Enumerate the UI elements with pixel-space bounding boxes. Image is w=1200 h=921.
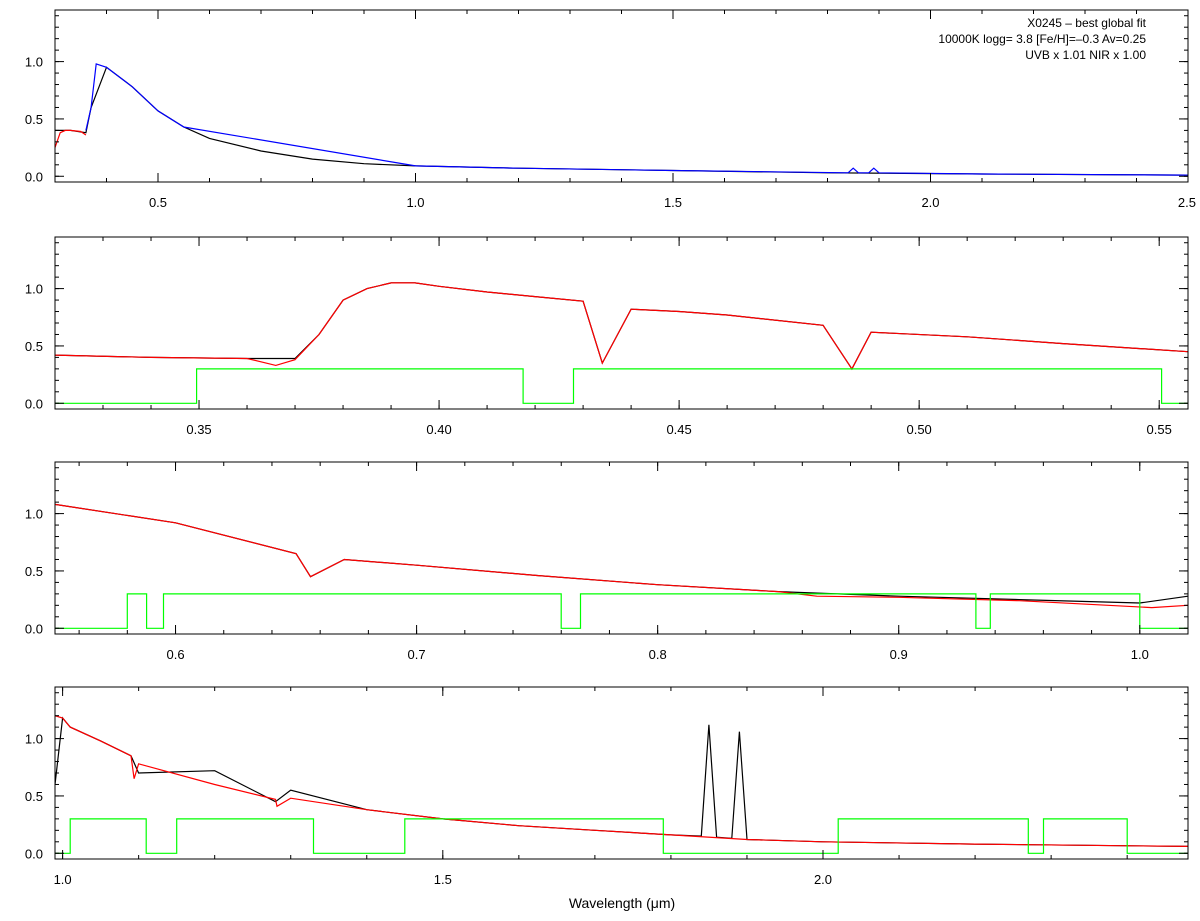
x-tick-label: 0.8 [649,647,667,662]
panel-3: 0.6 0.7 0.8 0.9 1.0 0.0 0.5 1.0 [25,461,1189,662]
x-tick-label: 0.5 [149,195,167,210]
series-line-2 [55,715,1188,847]
x-tick-label: 2.0 [814,872,832,887]
series-line-3 [55,368,1188,404]
y-tick-label: 0.0 [25,621,43,636]
x-tick-label: 0.50 [906,422,931,437]
axes-frame [54,461,1189,635]
x-tick-label: 2.0 [921,195,939,210]
x-tick-label: 0.35 [186,422,211,437]
panel-2: 0.35 0.40 0.45 0.50 0.55 0.0 0.5 1.0 [25,236,1189,437]
x-axis-label: Wavelength (μm) [569,895,675,911]
x-tick-label: 0.7 [408,647,426,662]
x-tick-label: 2.5 [1178,195,1196,210]
y-tick-label: 1.0 [25,55,43,70]
series-line-1 [55,66,1188,176]
y-tick-label: 1.0 [25,507,43,522]
y-tick-label: 0.5 [25,339,43,354]
series-line-3 [55,593,1188,629]
x-tick-label: 1.5 [434,872,452,887]
series-line-2 [55,129,87,148]
x-tick-label: 0.9 [890,647,908,662]
x-tick-label: 0.6 [166,647,184,662]
y-tick-label: 0.0 [25,846,43,861]
x-tick-label: 0.55 [1147,422,1172,437]
x-tick-label: 0.45 [666,422,691,437]
y-tick-label: 0.0 [25,169,43,184]
series-line-1 [55,503,1188,604]
x-tick-label: 1.0 [54,872,72,887]
x-tick-label: 1.5 [664,195,682,210]
axes-frame [54,686,1189,860]
fit-annotation-1: X0245 – best global fit [1027,16,1146,30]
y-tick-label: 1.0 [25,732,43,747]
fit-annotation-2: 10000K logg= 3.8 [Fe/H]=–0.3 Av=0.25 [938,32,1146,46]
x-tick-label: 0.40 [426,422,451,437]
panel-1: 0.5 1.0 1.5 2.0 2.5 0.0 0.5 1.0 X0245 – best glo… [25,9,1196,210]
panel-4: 1.0 1.5 2.0 0.0 0.5 1.0 Wavelength (μm) [25,686,1189,911]
series-line-1 [55,716,1188,847]
y-tick-label: 0.5 [25,789,43,804]
x-tick-label: 1.0 [1131,647,1149,662]
fit-annotation-3: UVB x 1.01 NIR x 1.00 [1025,48,1146,62]
y-tick-label: 0.0 [25,396,43,411]
axes-frame [54,236,1189,410]
series-line-3 [55,818,1188,854]
series-line-3 [85,63,1188,176]
y-tick-label: 0.5 [25,564,43,579]
y-tick-label: 0.5 [25,112,43,127]
y-tick-label: 1.0 [25,282,43,297]
series-line-2 [55,503,1188,609]
x-tick-label: 1.0 [406,195,424,210]
series-line-2 [55,282,1188,371]
